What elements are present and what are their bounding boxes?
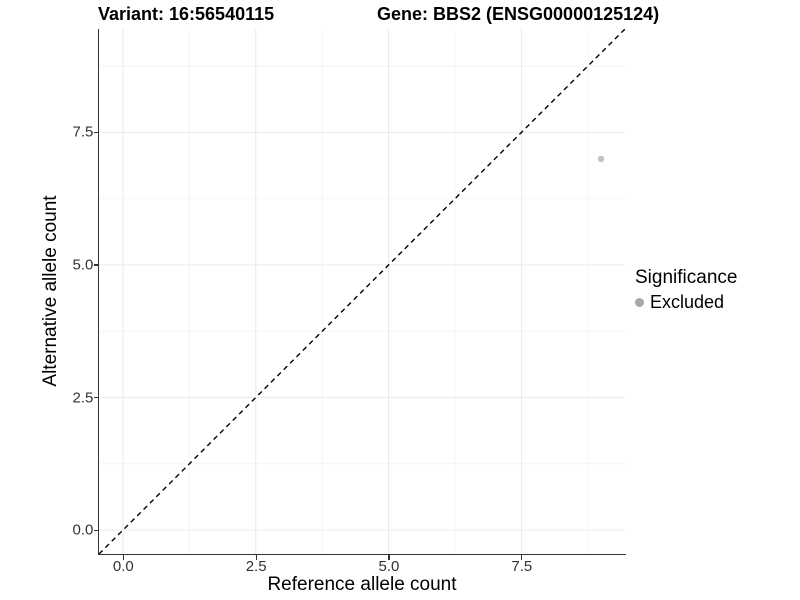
x-tick-label: 7.5 [511,558,533,575]
y-tick-label: 5.0 [72,256,94,274]
y-tick-label: 7.5 [72,123,94,141]
x-axis-tick-mark [521,555,523,560]
x-axis-tick-mark [388,555,390,560]
circle-icon [635,298,644,307]
identity-dashed-line [99,29,625,554]
y-axis-tick-mark [93,264,98,266]
legend-title: Significance [635,267,738,288]
plot-canvas [99,29,625,554]
x-axis-title: Reference allele count [267,574,457,595]
y-axis-tick-mark [93,131,98,133]
x-tick-label: 5.0 [378,558,400,575]
legend-items: Excluded [635,292,737,313]
y-axis-tick-mark [93,529,98,531]
y-tick-label: 2.5 [72,389,94,407]
x-axis-tick-mark [255,555,257,560]
y-tick-label: 0.0 [72,521,94,539]
legend: Significance Excluded [635,267,737,313]
plot-panel [98,29,626,555]
x-axis-tick-mark [122,555,124,560]
x-tick-label: 2.5 [245,558,267,575]
plot-title-variant: Variant: 16:56540115 [98,4,275,24]
legend-item-label: Excluded [650,292,725,312]
x-tick-label: 0.0 [112,558,134,575]
y-axis-tick-mark [93,396,98,399]
plot-title-gene: Gene: BBS2 (ENSG00000125124) [377,4,660,24]
data-point [597,155,605,163]
legend-item: Excluded [635,292,737,313]
y-axis-title: Alternative allele count [40,195,61,387]
